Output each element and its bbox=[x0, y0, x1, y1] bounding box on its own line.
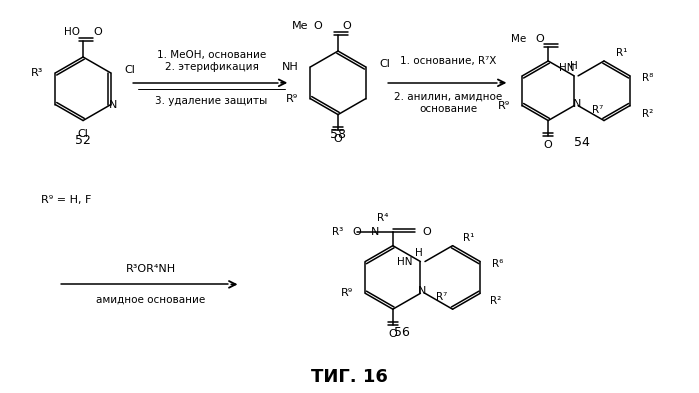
Text: 1. основание, R⁷X: 1. основание, R⁷X bbox=[401, 56, 497, 66]
Text: N: N bbox=[370, 227, 379, 237]
Text: O: O bbox=[313, 21, 322, 31]
Text: R⁷: R⁷ bbox=[592, 105, 603, 115]
Text: O: O bbox=[333, 134, 343, 144]
Text: Cl: Cl bbox=[124, 65, 136, 75]
Text: 56: 56 bbox=[394, 325, 410, 338]
Text: R¹: R¹ bbox=[616, 48, 627, 58]
Text: HN: HN bbox=[397, 257, 412, 266]
Text: 3. удаление защиты: 3. удаление защиты bbox=[155, 95, 268, 106]
Text: Me: Me bbox=[511, 34, 526, 44]
Text: R⁹: R⁹ bbox=[341, 288, 353, 298]
Text: R⁷: R⁷ bbox=[436, 292, 447, 302]
Text: 2. анилин, амидное: 2. анилин, амидное bbox=[394, 92, 503, 102]
Text: основание: основание bbox=[419, 104, 477, 114]
Text: R⁴: R⁴ bbox=[377, 213, 388, 223]
Text: O: O bbox=[423, 227, 431, 237]
Text: R⁸: R⁸ bbox=[642, 73, 653, 83]
Text: R¹: R¹ bbox=[463, 233, 474, 243]
Text: N: N bbox=[418, 286, 426, 296]
Text: H: H bbox=[570, 61, 578, 71]
Text: R³OR⁴NH: R³OR⁴NH bbox=[126, 264, 176, 274]
Text: HO: HO bbox=[64, 27, 80, 37]
Text: R²: R² bbox=[490, 296, 501, 306]
Text: 1. МеОН, основание: 1. МеОН, основание bbox=[157, 50, 266, 60]
Text: N: N bbox=[573, 99, 582, 108]
Text: 54: 54 bbox=[574, 136, 590, 149]
Text: O: O bbox=[93, 27, 102, 37]
Text: R³: R³ bbox=[31, 68, 43, 78]
Text: R⁹: R⁹ bbox=[498, 101, 510, 111]
Text: R⁹: R⁹ bbox=[287, 94, 298, 104]
Text: H: H bbox=[415, 248, 422, 257]
Text: 52: 52 bbox=[75, 134, 91, 147]
Text: 2. этерификация: 2. этерификация bbox=[164, 62, 259, 72]
Text: R²: R² bbox=[642, 108, 653, 119]
Text: R⁹ = H, F: R⁹ = H, F bbox=[41, 195, 92, 205]
Text: R³: R³ bbox=[332, 227, 343, 237]
Text: O: O bbox=[544, 140, 553, 151]
Text: N: N bbox=[108, 100, 117, 110]
Text: R⁶: R⁶ bbox=[492, 259, 503, 268]
Text: NH: NH bbox=[282, 62, 298, 72]
Text: O: O bbox=[535, 34, 545, 44]
Text: ΤИГ. 16: ΤИГ. 16 bbox=[310, 368, 387, 386]
Text: O: O bbox=[389, 329, 397, 339]
Text: O: O bbox=[342, 21, 351, 31]
Text: O: O bbox=[352, 227, 361, 237]
Text: амидное основание: амидное основание bbox=[96, 294, 206, 304]
Text: Cl: Cl bbox=[380, 59, 391, 69]
Text: Cl: Cl bbox=[78, 129, 89, 140]
Text: Me: Me bbox=[291, 21, 308, 31]
Text: 58: 58 bbox=[330, 128, 346, 141]
Text: HN: HN bbox=[559, 63, 574, 73]
